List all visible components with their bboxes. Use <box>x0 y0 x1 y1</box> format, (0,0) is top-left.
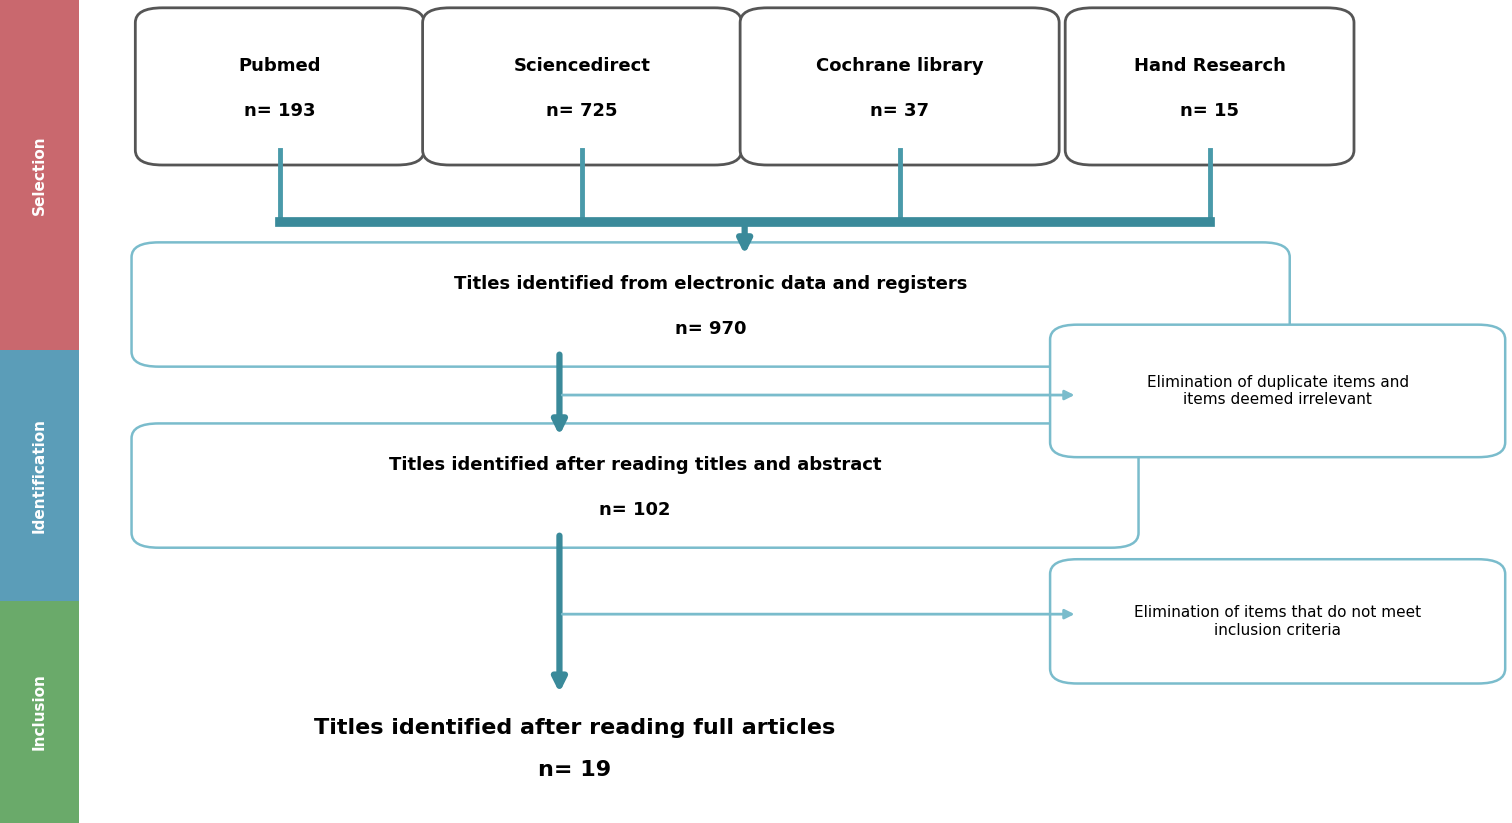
Text: Pubmed: Pubmed <box>239 57 321 75</box>
Text: n= 102: n= 102 <box>599 501 671 519</box>
Text: Titles identified after reading full articles: Titles identified after reading full art… <box>314 718 835 738</box>
FancyBboxPatch shape <box>739 8 1058 165</box>
Text: Elimination of duplicate items and
items deemed irrelevant: Elimination of duplicate items and items… <box>1146 374 1409 407</box>
Text: n= 19: n= 19 <box>538 760 611 779</box>
Text: n= 725: n= 725 <box>546 102 618 120</box>
FancyBboxPatch shape <box>0 0 79 350</box>
Text: Hand Research: Hand Research <box>1134 57 1285 75</box>
FancyBboxPatch shape <box>0 350 79 601</box>
Text: n= 970: n= 970 <box>674 320 747 338</box>
FancyBboxPatch shape <box>1064 8 1353 165</box>
Text: n= 193: n= 193 <box>243 102 316 120</box>
Text: Sciencedirect: Sciencedirect <box>514 57 650 75</box>
Text: Elimination of items that do not meet
inclusion criteria: Elimination of items that do not meet in… <box>1134 605 1421 638</box>
FancyBboxPatch shape <box>0 601 79 823</box>
Text: Titles identified after reading titles and abstract: Titles identified after reading titles a… <box>389 456 881 474</box>
Text: Titles identified from electronic data and registers: Titles identified from electronic data a… <box>454 275 968 293</box>
Text: n= 15: n= 15 <box>1179 102 1240 120</box>
Text: Selection: Selection <box>32 135 47 215</box>
Text: Cochrane library: Cochrane library <box>816 57 983 75</box>
FancyBboxPatch shape <box>1049 560 1504 683</box>
FancyBboxPatch shape <box>135 8 423 165</box>
Text: n= 37: n= 37 <box>869 102 930 120</box>
Text: Inclusion: Inclusion <box>32 673 47 751</box>
FancyBboxPatch shape <box>132 243 1290 367</box>
Text: Identification: Identification <box>32 418 47 532</box>
FancyBboxPatch shape <box>132 424 1139 548</box>
FancyBboxPatch shape <box>1049 325 1504 458</box>
FancyBboxPatch shape <box>422 8 741 165</box>
